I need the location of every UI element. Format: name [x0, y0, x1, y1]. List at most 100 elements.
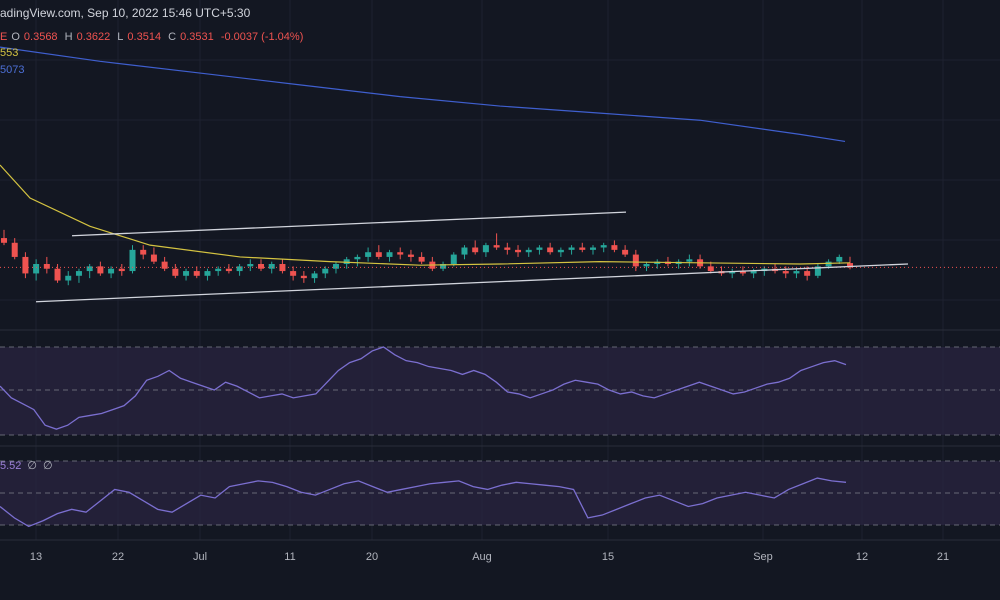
ohlc-close: 0.3531 — [180, 31, 214, 43]
candle-body — [365, 252, 372, 257]
candle-body — [193, 271, 200, 276]
ma-slow-value: 5073 — [0, 64, 25, 76]
ohlc-high-label: H — [64, 31, 73, 43]
ohlc-open-label: O — [11, 31, 20, 43]
ohlc-change: -0.0037 (-1.04%) — [220, 31, 304, 43]
x-tick-label: 11 — [284, 551, 295, 563]
ohlc-legend: E O 0.3568 H 0.3622 L 0.3514 C 0.3531 -0.0037… — [0, 31, 307, 43]
candle-body — [472, 247, 479, 253]
channel-bottom-line — [35, 263, 909, 303]
x-tick-label: 13 — [30, 551, 42, 563]
candle-body — [54, 268, 61, 281]
x-tick-label: 22 — [112, 551, 124, 563]
ma-fast-value: 553 — [0, 47, 19, 59]
candle-body — [247, 264, 254, 267]
indicator2-param1: ∅ — [27, 460, 38, 472]
candle-body — [525, 249, 532, 253]
candle-body — [1, 238, 7, 243]
ma-slow-line — [0, 46, 846, 143]
candle-body — [290, 271, 297, 276]
x-tick-label: Aug — [472, 551, 492, 563]
candle-body — [161, 261, 168, 269]
candle-body — [332, 264, 339, 269]
candle-body — [622, 249, 629, 255]
candle-body — [632, 254, 639, 267]
candle-body — [643, 264, 650, 267]
osc1-line — [0, 346, 847, 430]
indicator-panes — [0, 329, 1000, 541]
candle-body — [397, 252, 404, 255]
candle-body — [97, 266, 104, 274]
candle-body — [43, 264, 50, 269]
candle-body — [536, 247, 543, 250]
candle-body — [504, 247, 511, 250]
candle-body — [11, 242, 18, 257]
candle-body — [75, 271, 82, 276]
candle-body — [589, 247, 596, 250]
candle-body — [322, 268, 329, 274]
indicator2-value: 5.52 — [0, 460, 22, 472]
candle-body — [707, 266, 714, 272]
candle-body — [86, 266, 93, 272]
x-tick-label: 20 — [366, 551, 378, 563]
candle-body — [568, 247, 575, 250]
candle-body — [268, 264, 275, 269]
candle-body — [33, 264, 40, 274]
candle-body — [225, 268, 232, 272]
candle-body — [354, 256, 361, 260]
candle-body — [407, 254, 414, 257]
candle-body — [482, 245, 489, 253]
candle-body — [814, 266, 821, 276]
x-tick-label: 12 — [856, 551, 868, 563]
candle-body — [22, 256, 29, 274]
candle-body — [300, 275, 307, 279]
ohlc-low: 0.3514 — [127, 31, 162, 43]
candle-body — [600, 245, 607, 248]
candle-body — [129, 249, 136, 272]
osc1-band — [0, 347, 1000, 435]
candle-body — [739, 271, 746, 274]
candle-body — [172, 268, 179, 276]
candle-body — [375, 252, 382, 257]
x-axis: 13 22 Jul 11 20 Aug 15 Sep 12 21 — [30, 551, 949, 563]
candle-body — [686, 259, 693, 262]
candle-body — [118, 268, 125, 272]
indicator2-legend: 5.52 ∅ ∅ — [0, 459, 59, 472]
candle-body — [418, 256, 425, 262]
candle-body — [750, 271, 757, 274]
candle-body — [515, 249, 522, 253]
header-source: adingView.com, Sep 10, 2022 15:46 UTC+5:… — [0, 6, 251, 20]
candle-body — [215, 268, 222, 272]
candle-body — [782, 271, 789, 274]
x-tick-label: Sep — [753, 551, 773, 563]
candle-body — [461, 247, 468, 255]
ohlc-prefix: E — [0, 31, 8, 43]
candle-body — [311, 273, 318, 279]
candle-body — [804, 271, 811, 276]
candle-body — [236, 266, 243, 272]
candle-body — [150, 254, 157, 262]
candle-body — [140, 249, 147, 255]
ohlc-open: 0.3568 — [23, 31, 58, 43]
candle-body — [847, 263, 853, 268]
candle-body — [825, 261, 832, 267]
candle-body — [611, 245, 618, 250]
candle-body — [557, 249, 564, 253]
candle-body — [836, 256, 843, 262]
channel-top-line — [71, 211, 627, 237]
candle-body — [65, 275, 72, 281]
x-tick-label: Jul — [193, 551, 207, 563]
candle-body — [547, 247, 554, 253]
grid-lines — [0, 0, 1000, 540]
candle-body — [579, 247, 586, 250]
overlays — [0, 46, 1000, 528]
osc2-line — [0, 477, 847, 528]
ohlc-close-label: C — [168, 31, 177, 43]
candle-body — [183, 271, 190, 276]
candle-body — [440, 264, 447, 269]
candle-body — [204, 271, 211, 276]
candle-body — [493, 245, 500, 248]
indicator2-param2: ∅ — [43, 460, 53, 472]
x-tick-label: 21 — [937, 551, 949, 563]
